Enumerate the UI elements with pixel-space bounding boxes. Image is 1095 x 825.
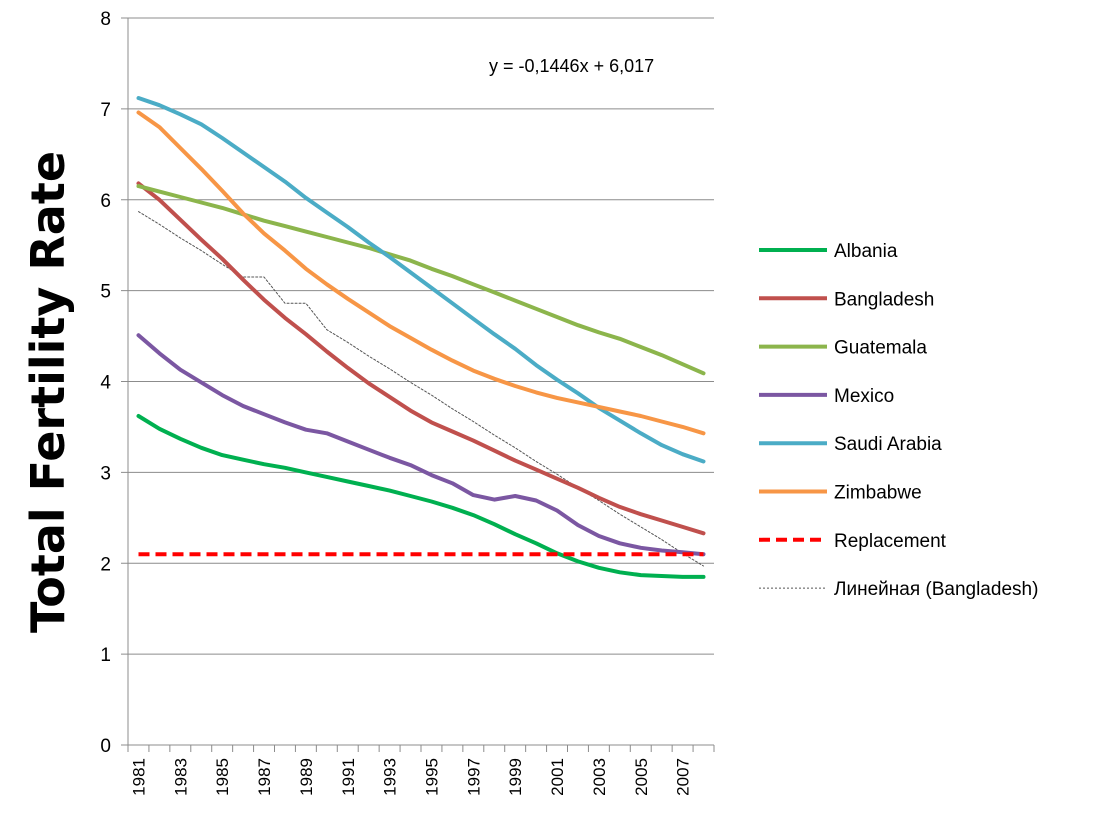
- x-tick-label-1983: 1983: [171, 758, 190, 796]
- legend-label-5: Zimbabwe: [834, 483, 922, 504]
- legend-label-0: Albania: [834, 241, 898, 262]
- legend-label-7: Линейная (Bangladesh): [834, 579, 1038, 600]
- y-tick-label-5: 5: [100, 282, 111, 303]
- y-tick-label-2: 2: [100, 554, 111, 575]
- series-line-5: [136, 110, 706, 436]
- x-tick-label-1999: 1999: [506, 758, 525, 796]
- y-tick-label-6: 6: [100, 191, 111, 212]
- x-tick-label-2003: 2003: [590, 758, 609, 796]
- series-line-0: [136, 414, 706, 579]
- x-tick-label-2001: 2001: [548, 758, 567, 796]
- x-tick-label-1985: 1985: [213, 758, 232, 796]
- y-tick-label-0: 0: [100, 736, 111, 757]
- series-lines: [136, 96, 706, 579]
- x-tick-label-1987: 1987: [255, 758, 274, 796]
- y-tick-label-7: 7: [100, 100, 111, 121]
- x-tick-label-1989: 1989: [297, 758, 316, 796]
- x-tick-label-1981: 1981: [129, 758, 148, 796]
- x-tick-label-1995: 1995: [422, 758, 441, 796]
- legend: Albania Bangladesh Guatemala Mexico Saudi Ar…: [759, 241, 1038, 600]
- y-tick-label-3: 3: [100, 463, 111, 484]
- series-line-7: [138, 211, 704, 567]
- x-tick-label-2007: 2007: [674, 758, 693, 796]
- series-line-4: [136, 96, 706, 464]
- legend-label-4: Saudi Arabia: [834, 434, 942, 455]
- x-tick-label-1997: 1997: [464, 758, 483, 796]
- legend-label-3: Mexico: [834, 386, 894, 407]
- y-tick-label-4: 4: [100, 373, 111, 394]
- y-tick-label-1: 1: [100, 645, 111, 666]
- y-axis-ticks: 0 1 2 3 4 5 6 7 8: [100, 9, 128, 757]
- series-line-2: [136, 184, 706, 376]
- x-tick-label-1993: 1993: [381, 758, 400, 796]
- legend-label-1: Bangladesh: [834, 289, 934, 310]
- x-axis-ticks: 1981 1983 1985 1987 1989 1991 1993 1995 1997 1999…: [127, 745, 715, 796]
- y-axis-label: Total Fertility Rate: [21, 151, 75, 633]
- y-tick-label-8: 8: [100, 9, 111, 30]
- x-tick-label-1991: 1991: [339, 758, 358, 796]
- series-line-1: [136, 181, 706, 536]
- trendline-equation: y = -0,1446x + 6,017: [489, 56, 654, 76]
- gridlines: [128, 17, 714, 655]
- x-tick-label-2005: 2005: [632, 758, 651, 796]
- series-line-3: [136, 333, 706, 557]
- legend-label-6: Replacement: [834, 531, 947, 552]
- legend-label-2: Guatemala: [834, 338, 927, 359]
